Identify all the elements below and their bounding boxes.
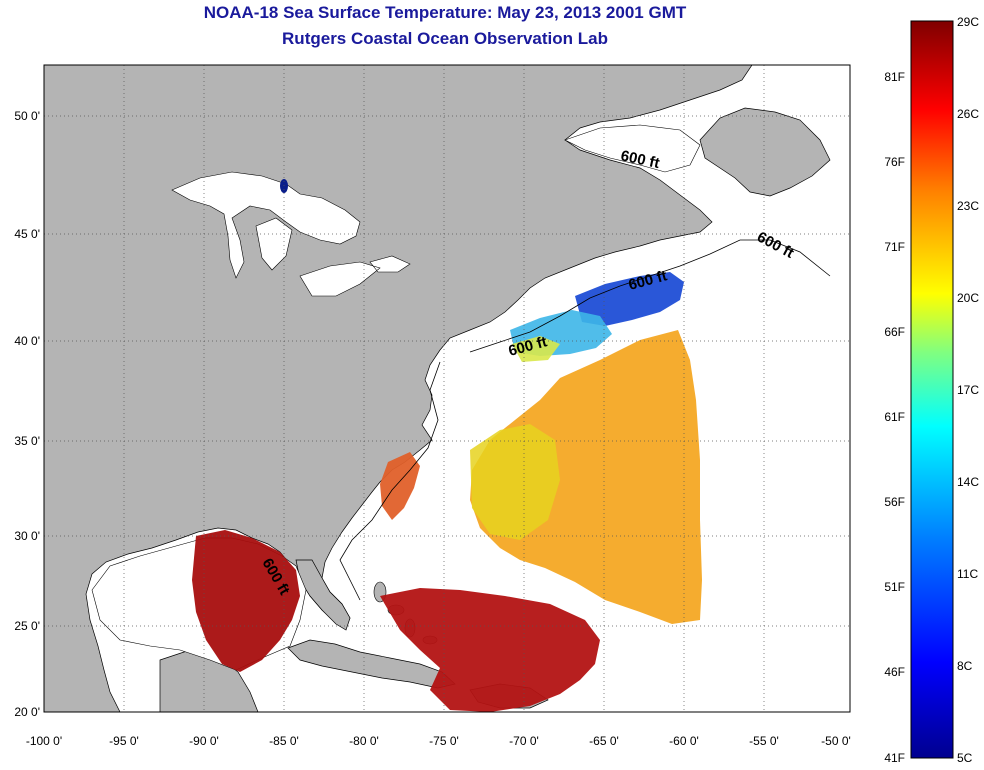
sst-gulf-warm <box>192 530 300 672</box>
colorbar-celsius-label: 26C <box>957 107 979 121</box>
lon-tick-label: -90 0' <box>189 734 219 748</box>
colorbar-fahrenheit-label: 81F <box>884 70 905 84</box>
sst-open-ocean <box>470 330 702 624</box>
colorbar-fahrenheit-label: 46F <box>884 665 905 679</box>
colorbar-celsius-label: 11C <box>957 567 978 581</box>
colorbar-celsius-labels: 29C 26C 23C 20C 17C 14C 11C 8C 5C <box>957 15 979 765</box>
gulf-of-st-lawrence <box>564 124 701 173</box>
colorbar-celsius-label: 23C <box>957 199 979 213</box>
sst-gulf-of-maine-cold <box>575 272 684 326</box>
sst-slope-green <box>512 336 560 362</box>
lat-tick-label: 50 0' <box>14 109 40 123</box>
lat-tick-label: 30 0' <box>14 529 40 543</box>
lat-tick-label: 45 0' <box>14 227 40 241</box>
lon-tick-label: -85 0' <box>269 734 299 748</box>
colorbar-celsius-label: 14C <box>957 475 979 489</box>
longitude-ticks: -100 0' -95 0' -90 0' -85 0' -80 0' -75 … <box>26 734 851 748</box>
sst-caribbean-warm <box>380 588 600 712</box>
latitude-ticks: 50 0' 45 0' 40 0' 35 0' 30 0' 25 0' 20 0… <box>14 109 40 719</box>
map-title: NOAA-18 Sea Surface Temperature: May 23,… <box>203 3 687 22</box>
lon-tick-label: -100 0' <box>26 734 62 748</box>
lon-tick-label: -65 0' <box>589 734 619 748</box>
colorbar-fahrenheit-label: 71F <box>884 240 905 254</box>
sst-carolina-warm <box>380 452 420 520</box>
colorbar-fahrenheit-label: 56F <box>884 495 905 509</box>
lon-tick-label: -60 0' <box>669 734 699 748</box>
colorbar-celsius-label: 8C <box>957 659 973 673</box>
isobath-contour <box>469 239 831 353</box>
lon-tick-label: -75 0' <box>429 734 459 748</box>
newfoundland-land <box>699 107 831 197</box>
great-lakes <box>171 171 411 297</box>
colorbar-fahrenheit-labels: 81F 76F 71F 66F 61F 56F 51F 46F 41F <box>884 70 905 765</box>
lon-tick-label: -95 0' <box>109 734 139 748</box>
colorbar-celsius-label: 20C <box>957 291 979 305</box>
lon-tick-label: -80 0' <box>349 734 379 748</box>
sst-yellow-band <box>470 424 560 540</box>
map-frame <box>43 64 851 713</box>
lon-tick-label: -55 0' <box>749 734 779 748</box>
north-america-land <box>44 65 753 712</box>
map-subtitle: Rutgers Coastal Ocean Observation Lab <box>282 29 608 48</box>
colorbar-fahrenheit-label: 41F <box>884 751 905 765</box>
florida-peninsula <box>295 559 351 631</box>
lat-tick-label: 40 0' <box>14 334 40 348</box>
colorbar-fahrenheit-label: 76F <box>884 155 905 169</box>
colorbar-celsius-label: 17C <box>957 383 979 397</box>
colorbar-celsius-label: 5C <box>957 751 973 765</box>
lon-tick-label: -50 0' <box>821 734 851 748</box>
colorbar-celsius-label: 29C <box>957 15 979 29</box>
colorbar-fahrenheit-label: 66F <box>884 325 905 339</box>
colorbar-fahrenheit-label: 51F <box>884 580 905 594</box>
lat-tick-label: 35 0' <box>14 434 40 448</box>
colorbar-fahrenheit-label: 61F <box>884 410 905 424</box>
lon-tick-label: -70 0' <box>509 734 539 748</box>
lat-tick-label: 20 0' <box>14 705 40 719</box>
lat-tick-label: 25 0' <box>14 619 40 633</box>
temperature-colorbar <box>910 20 954 759</box>
isobath-contour-south <box>339 361 441 601</box>
